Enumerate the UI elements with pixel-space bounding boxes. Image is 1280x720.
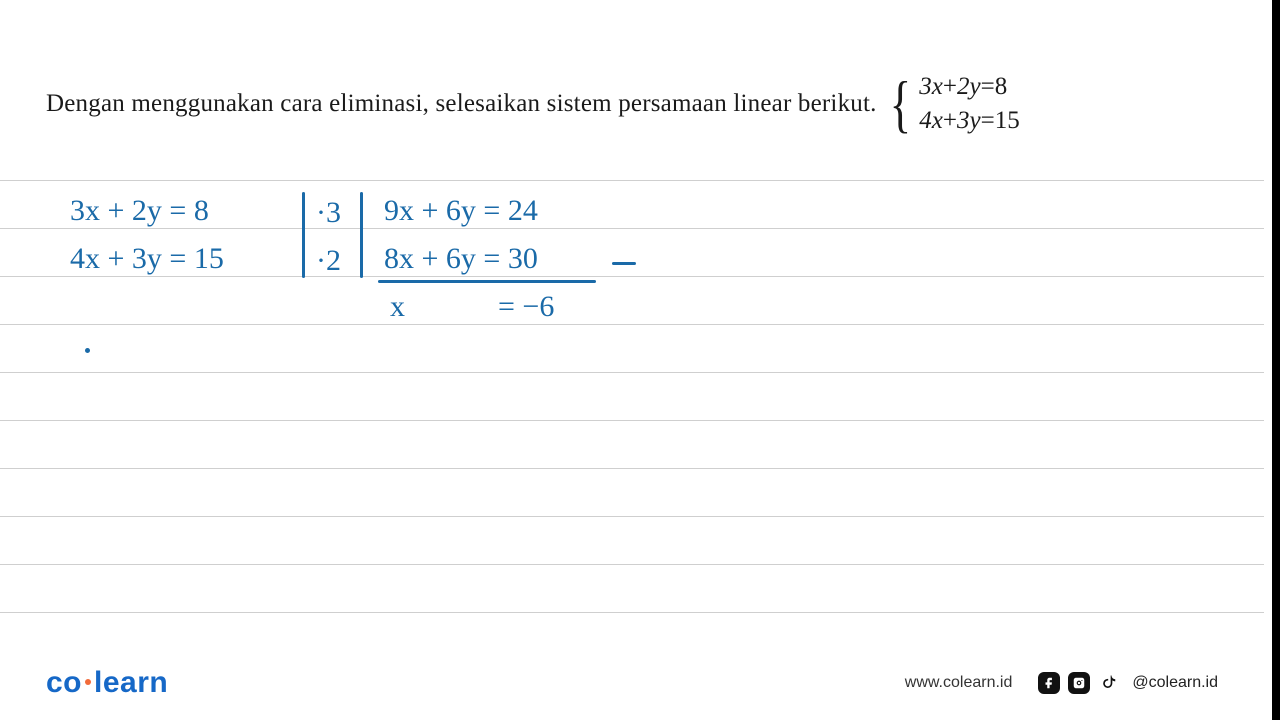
problem-statement: Dengan menggunakan cara eliminasi, seles… — [46, 70, 1232, 138]
facebook-icon — [1038, 672, 1060, 694]
hand-sub-line — [378, 280, 596, 283]
left-brace: { — [889, 78, 911, 129]
logo: colearn — [46, 666, 168, 700]
tiktok-icon — [1098, 672, 1120, 694]
hand-eq1-left: 3x + 2y = 8 — [70, 196, 209, 226]
hand-eq2-right: 8x + 6y = 30 — [384, 244, 538, 274]
hand-dot — [85, 348, 90, 353]
social: @colearn.id — [1038, 672, 1218, 694]
social-handle: @colearn.id — [1132, 674, 1218, 692]
site-url: www.colearn.id — [905, 674, 1013, 692]
logo-dot — [85, 679, 91, 685]
hand-eq1-right: 9x + 6y = 24 — [384, 196, 538, 226]
hand-result-val: = −6 — [498, 292, 554, 322]
hand-eq2-left: 4x + 3y = 15 — [70, 244, 224, 274]
footer: colearn www.colearn.id @colearn.id — [0, 666, 1264, 700]
problem-text: Dengan menggunakan cara eliminasi, seles… — [46, 90, 877, 118]
logo-learn: learn — [94, 666, 168, 699]
instagram-icon — [1068, 672, 1090, 694]
equation-1: 3x+2y=8 — [919, 70, 1019, 104]
logo-co: co — [46, 666, 82, 699]
hand-minus — [612, 262, 636, 265]
vbar-1 — [302, 192, 305, 278]
hand-mult-1: ·3 — [316, 198, 341, 228]
equations: 3x+2y=8 4x+3y=15 — [919, 70, 1019, 138]
equation-2: 4x+3y=15 — [919, 104, 1019, 138]
hand-mult-2: ·2 — [316, 246, 341, 276]
hand-result-x: x — [390, 292, 405, 322]
vbar-2 — [360, 192, 363, 278]
equation-system: { 3x+2y=8 4x+3y=15 — [885, 70, 1020, 138]
page: Dengan menggunakan cara eliminasi, seles… — [0, 0, 1280, 720]
